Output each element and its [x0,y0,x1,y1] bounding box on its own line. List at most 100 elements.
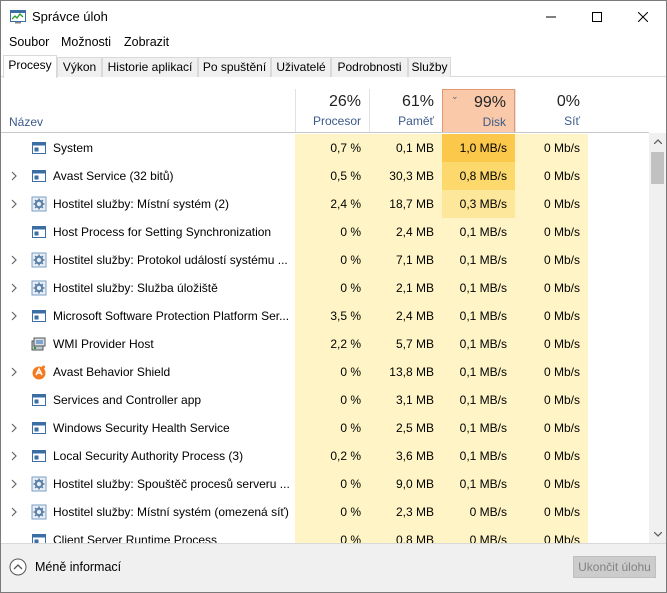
column-mem-header[interactable]: 61% Paměť [369,89,442,132]
window-icon [31,420,47,436]
footer-bar: Méně informací Ukončit úlohu [1,543,666,592]
disk-value: 0,1 MB/s [442,274,515,302]
disk-value: 0,1 MB/s [442,414,515,442]
expand-chevron-icon[interactable] [9,450,19,462]
network-value: 0 Mb/s [543,421,580,435]
cpu-value: 2,2 % [330,337,361,351]
cpu-value: 0 % [340,393,361,407]
expand-chevron-icon[interactable] [9,310,19,322]
cpu-value: 0 % [340,505,361,519]
process-row[interactable]: Avast Service (32 bitů) 0,5 % 30,3 MB 0,8 M… [1,162,649,190]
process-name: Hostitel služby: Spouštěč procesů server… [53,477,290,491]
process-row[interactable]: Services and Controller app 0 % 3,1 MB 0,1 … [1,386,649,414]
menu-zobrazit[interactable]: Zobrazit [124,35,170,49]
network-value: 0 Mb/s [543,393,580,407]
memory-value: 3,1 MB [395,393,434,407]
process-row[interactable]: Hostitel služby: Protokol událostí systé… [1,246,649,274]
disk-value: 0,1 MB/s [442,330,515,358]
mem-column-background [369,134,442,543]
process-row[interactable]: Hostitel služby: Místní systém (2) 2,4 % 1… [1,190,649,218]
memory-value: 30,3 MB [389,169,434,183]
disk-total-percent: 99% [473,94,506,111]
window-icon [31,448,47,464]
memory-value: 2,4 MB [395,309,434,323]
disk-value: 0,1 MB/s [442,218,515,246]
scroll-down-button[interactable] [649,526,666,543]
minimize-icon [546,16,556,17]
process-row[interactable]: Client Server Runtime Process 0 % 0,8 MB 0 … [1,526,649,543]
process-row[interactable]: Hostitel služby: Služba úložiště 0 % 2,1 M… [1,274,649,302]
task-manager-app-icon [10,10,26,24]
net-column-background [515,134,588,543]
tab-strip: Procesy Výkon Historie aplikací Po spušt… [1,55,666,78]
cpu-value: 3,5 % [330,309,361,323]
expand-chevron-icon[interactable] [9,198,19,210]
menu-moznosti[interactable]: Možnosti [61,35,112,49]
cpu-value: 0,7 % [330,141,361,155]
expand-chevron-icon[interactable] [9,422,19,434]
process-name: Hostitel služby: Služba úložiště [53,281,218,295]
tab-podrobnosti[interactable]: Podrobnosti [331,57,408,77]
network-value: 0 Mb/s [543,337,580,351]
process-row[interactable]: WMI Provider Host 2,2 % 5,7 MB 0,1 MB/s 0 Mb… [1,330,649,358]
tab-procesy[interactable]: Procesy [3,55,57,78]
cpu-value: 0 % [340,281,361,295]
minimize-button[interactable] [528,1,574,32]
cpu-value: 0,5 % [330,169,361,183]
sort-descending-icon: ⌄ [451,91,459,101]
tab-historie-aplikaci[interactable]: Historie aplikací [102,57,198,77]
disk-value: 0,3 MB/s [442,190,515,218]
cpu-value: 0,2 % [330,449,361,463]
process-name: Local Security Authority Process (3) [53,449,244,463]
disk-value: 0,1 MB/s [442,302,515,330]
column-cpu-header[interactable]: 26% Procesor [295,89,369,132]
memory-value: 9,0 MB [395,477,434,491]
mem-column-label: Paměť [398,114,434,128]
scrollbar-thumb[interactable] [651,152,664,184]
title-bar[interactable]: Správce úloh [1,1,666,32]
expand-chevron-icon[interactable] [9,170,19,182]
vertical-scrollbar[interactable] [649,133,666,543]
process-row[interactable]: Microsoft Software Protection Platform S… [1,302,649,330]
expand-chevron-icon[interactable] [9,478,19,490]
expand-chevron-icon[interactable] [9,282,19,294]
fewer-details-link[interactable]: Méně informací [35,560,122,574]
process-name: Services and Controller app [53,393,202,407]
scroll-up-arrow-icon [653,139,662,144]
network-value: 0 Mb/s [543,477,580,491]
disk-value: 0,1 MB/s [442,358,515,386]
maximize-button[interactable] [574,1,620,32]
expand-chevron-icon[interactable] [9,254,19,266]
disk-value: 0,1 MB/s [442,246,515,274]
process-row[interactable]: Avast Behavior Shield 0 % 13,8 MB 0,1 MB/s 0… [1,358,649,386]
expand-chevron-icon[interactable] [9,366,19,378]
network-value: 0 Mb/s [543,533,580,543]
menu-bar: Soubor Možnosti Zobrazit [1,32,666,54]
process-row[interactable]: Host Process for Setting Synchronization… [1,218,649,246]
scroll-up-button[interactable] [649,133,666,150]
disk-column-label: Disk [482,115,506,129]
tab-vykon[interactable]: Výkon [57,57,102,77]
column-name-header[interactable]: Název [9,115,44,129]
process-row[interactable]: System 0,7 % 0,1 MB 1,0 MB/s 0 Mb/s [1,134,649,162]
column-disk-header[interactable]: ⌄ 99% Disk [442,89,515,132]
process-row[interactable]: Hostitel služby: Spouštěč procesů server… [1,470,649,498]
tab-po-spusteni[interactable]: Po spuštění [198,57,271,77]
close-button[interactable] [620,1,666,32]
process-row[interactable]: Windows Security Health Service 0 % 2,5 MB… [1,414,649,442]
disk-value: 0 MB/s [442,498,515,526]
tab-uzivatele[interactable]: Uživatelé [271,57,331,77]
expand-chevron-icon[interactable] [9,506,19,518]
menu-soubor[interactable]: Soubor [9,35,50,49]
process-row[interactable]: Hostitel služby: Místní systém (omezená … [1,498,649,526]
process-row[interactable]: Local Security Authority Process (3) 0,2 … [1,442,649,470]
network-value: 0 Mb/s [543,225,580,239]
window-icon [31,168,47,184]
end-task-button[interactable]: Ukončit úlohu [573,556,656,578]
memory-value: 2,1 MB [395,281,434,295]
tab-sluzby[interactable]: Služby [408,57,451,77]
column-net-header[interactable]: 0% Síť [515,89,588,132]
collapse-chevron-icon[interactable] [9,558,27,576]
cpu-value: 0 % [340,477,361,491]
